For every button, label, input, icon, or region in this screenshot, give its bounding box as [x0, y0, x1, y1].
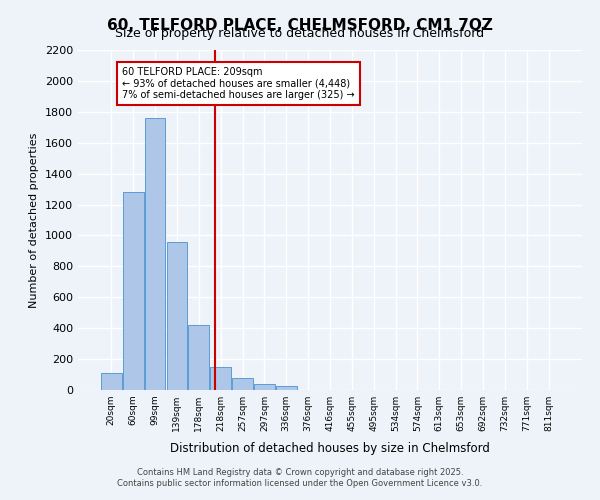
- Bar: [276, 386, 296, 390]
- Bar: [145, 118, 166, 390]
- Bar: [254, 384, 275, 390]
- Y-axis label: Number of detached properties: Number of detached properties: [29, 132, 40, 308]
- Bar: [101, 373, 122, 390]
- Text: Size of property relative to detached houses in Chelmsford: Size of property relative to detached ho…: [115, 28, 485, 40]
- X-axis label: Distribution of detached houses by size in Chelmsford: Distribution of detached houses by size …: [170, 442, 490, 456]
- Text: Contains HM Land Registry data © Crown copyright and database right 2025.
Contai: Contains HM Land Registry data © Crown c…: [118, 468, 482, 487]
- Bar: [232, 378, 253, 390]
- Bar: [210, 367, 231, 390]
- Text: 60, TELFORD PLACE, CHELMSFORD, CM1 7QZ: 60, TELFORD PLACE, CHELMSFORD, CM1 7QZ: [107, 18, 493, 32]
- Bar: [123, 192, 143, 390]
- Text: 60 TELFORD PLACE: 209sqm
← 93% of detached houses are smaller (4,448)
7% of semi: 60 TELFORD PLACE: 209sqm ← 93% of detach…: [122, 67, 355, 100]
- Bar: [188, 325, 209, 390]
- Bar: [167, 242, 187, 390]
